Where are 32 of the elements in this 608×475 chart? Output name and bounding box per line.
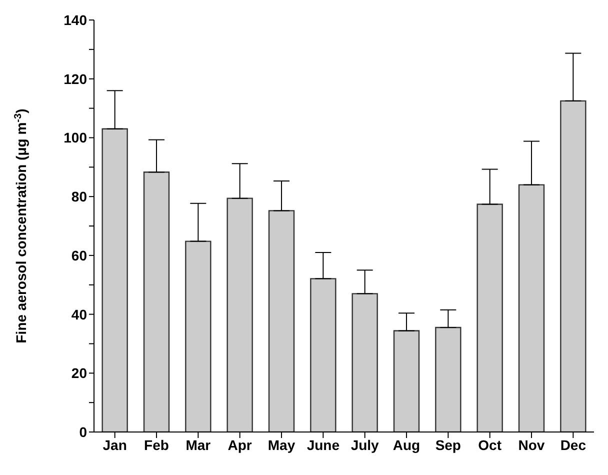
- bar: [185, 240, 212, 432]
- x-tick-label: Mar: [186, 436, 212, 453]
- bar: [476, 204, 503, 432]
- y-tick-label: 20: [71, 365, 88, 382]
- x-tick-label: Nov: [518, 436, 545, 453]
- bar: [352, 293, 378, 432]
- bar: [310, 278, 336, 432]
- x-tick-label: May: [268, 436, 296, 453]
- y-tick-label: 140: [64, 12, 88, 28]
- x-tick-label: Feb: [144, 436, 169, 453]
- x-tick-label: Sep: [435, 436, 462, 453]
- y-tick-label: 0: [79, 424, 88, 440]
- x-tick-label: Oct: [478, 436, 502, 453]
- y-tick-label: 40: [71, 306, 88, 322]
- bar: [268, 210, 295, 432]
- bar: [518, 184, 545, 432]
- bar: [226, 198, 253, 432]
- y-tick-label: 120: [64, 70, 88, 87]
- bar: [143, 172, 170, 432]
- x-tick-label: July: [350, 436, 380, 453]
- y-tick-label: 100: [64, 130, 88, 146]
- bar: [393, 330, 420, 432]
- x-tick-label: Apr: [228, 436, 252, 453]
- bar: [102, 128, 128, 432]
- bar: [560, 100, 586, 432]
- x-tick-label: June: [306, 436, 340, 453]
- x-tick-label: Aug: [392, 436, 420, 453]
- y-tick-label: 60: [71, 247, 88, 264]
- x-tick-label: Dec: [560, 436, 586, 453]
- x-tick-label: Jan: [102, 436, 127, 453]
- y-tick-label: 80: [71, 188, 88, 205]
- bar: [435, 326, 462, 432]
